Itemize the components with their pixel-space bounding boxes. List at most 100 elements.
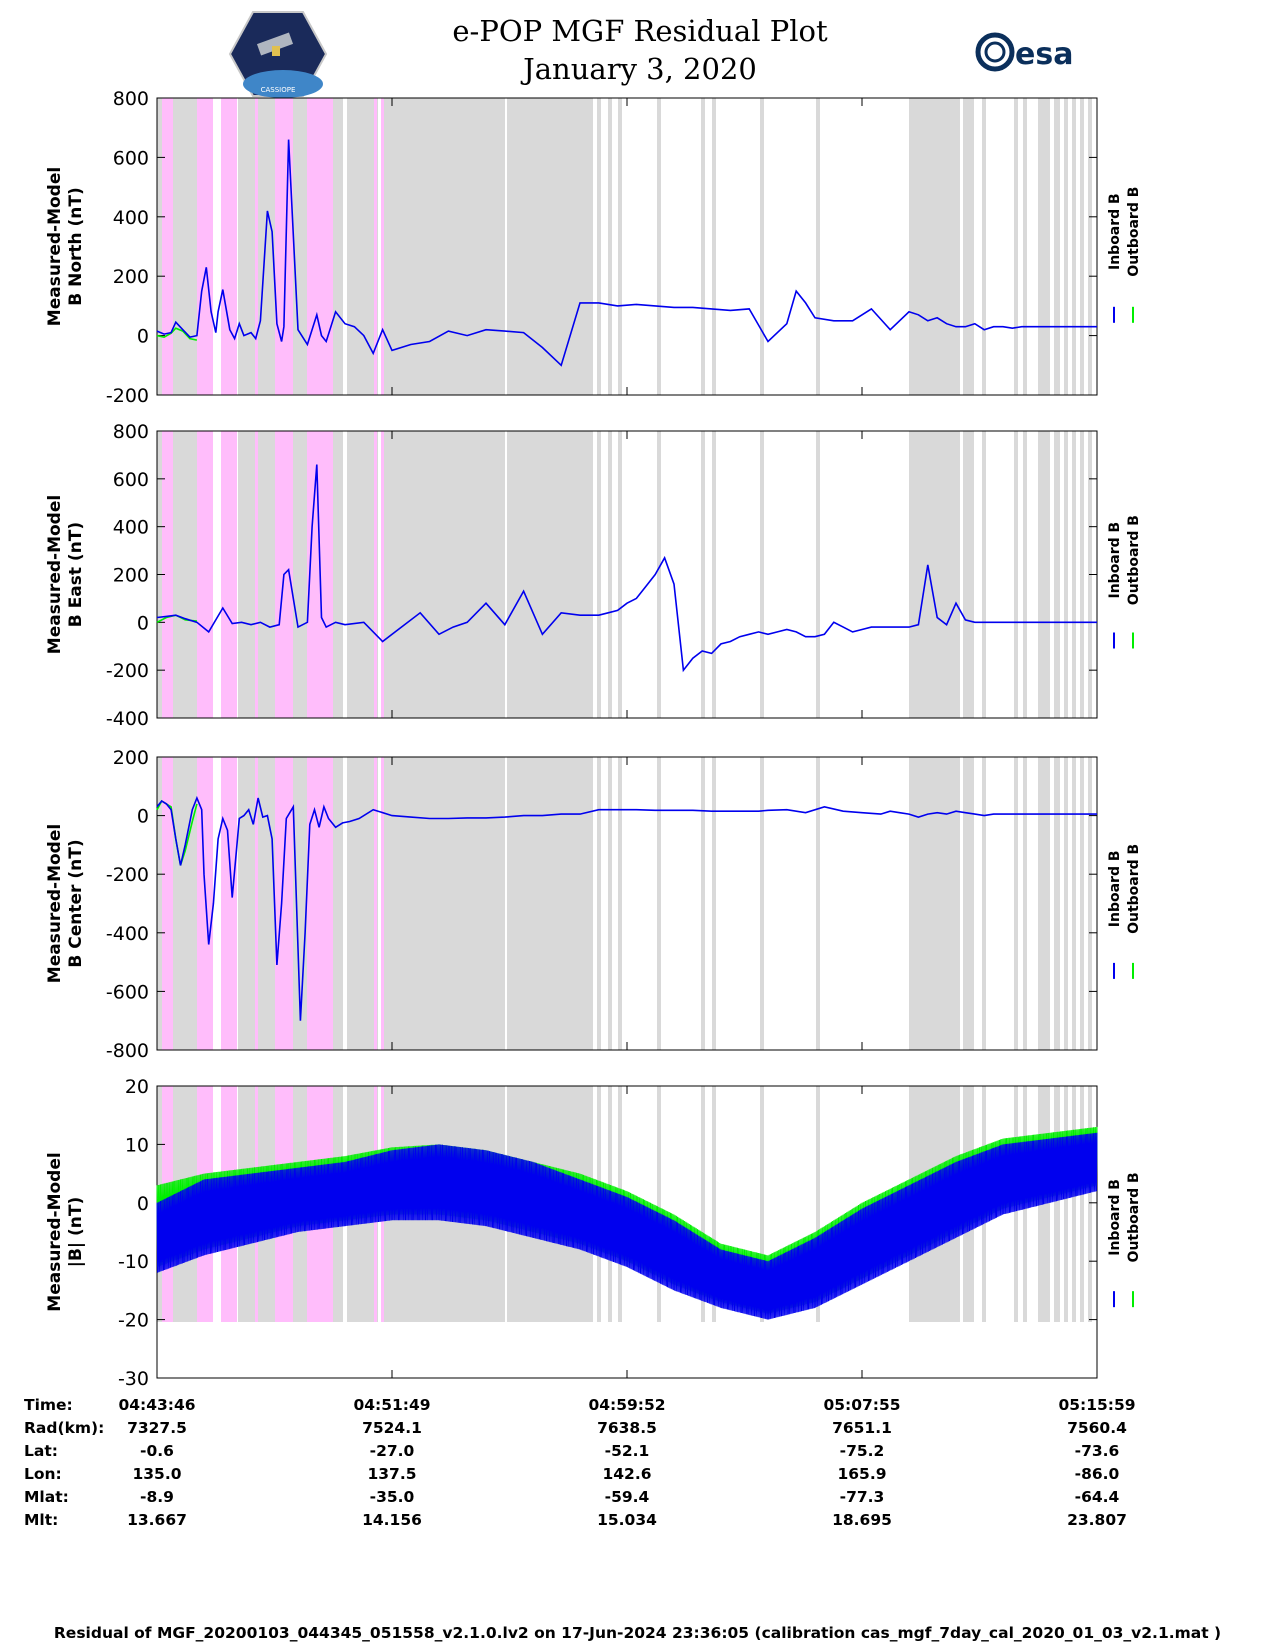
gray-band [963, 98, 974, 395]
ephemeris-value: -86.0 [1075, 1465, 1120, 1483]
footer-caption: Residual of MGF_20200103_044345_051558_v… [53, 1624, 1222, 1642]
gray-band [1080, 431, 1084, 718]
ephemeris-value: -35.0 [370, 1488, 415, 1506]
gray-band [1023, 98, 1027, 395]
gray-band [1064, 1086, 1068, 1322]
white-gap [505, 757, 507, 1050]
y-axis-label: Measured-Model|B| (nT) [45, 1152, 86, 1311]
pink-band [374, 431, 377, 718]
legend-inboard-label: Inboard B [1107, 1179, 1123, 1256]
gray-band [1072, 1086, 1076, 1322]
gray-band [608, 98, 612, 395]
gray-band [597, 98, 601, 395]
pink-band [162, 98, 173, 395]
panel-2: 800 600 400 200 0 -200 -400 Measured-ModelB Eas… [45, 421, 1142, 730]
gray-band [597, 757, 601, 1050]
ephemeris-row-label: Lat: [24, 1442, 58, 1460]
y-axis-label: Measured-ModelB East (nT) [45, 495, 86, 654]
gray-band [618, 98, 622, 395]
legend-inboard-label: Inboard B [1107, 193, 1123, 270]
gray-band [1064, 757, 1068, 1050]
pink-band [374, 98, 377, 395]
ephemeris-value: 7327.5 [127, 1419, 187, 1437]
white-gap [505, 98, 507, 395]
pink-band [197, 98, 213, 395]
gray-band [657, 98, 661, 395]
pink-band [162, 757, 173, 1050]
pink-band [381, 431, 384, 718]
y-tick-label: 800 [113, 421, 149, 443]
gray-band [712, 1086, 716, 1322]
pink-band [255, 98, 258, 395]
gray-band [1054, 1086, 1060, 1322]
ephemeris-value: -0.6 [140, 1442, 174, 1460]
gray-band [1080, 1086, 1084, 1322]
white-gap [505, 431, 507, 718]
inboard-series [156, 139, 1097, 367]
y-tick-label: -800 [106, 1040, 149, 1062]
gray-band [618, 757, 622, 1050]
gray-band [760, 98, 764, 395]
gray-band [909, 98, 960, 395]
gray-band [1014, 98, 1018, 395]
ephemeris-value: -64.4 [1075, 1488, 1120, 1506]
gray-band [760, 757, 764, 1050]
gray-band [384, 757, 593, 1050]
gray-band [816, 757, 820, 1050]
ephemeris-row-label: Rad(km): [24, 1419, 104, 1437]
gray-band [701, 98, 705, 395]
gray-band [982, 431, 986, 718]
gray-band [1088, 98, 1092, 395]
panel-3: 200 0 -200 -400 -600 -800 Measured-ModelB Cent… [45, 747, 1142, 1062]
plot-date: January 3, 2020 [523, 52, 757, 86]
y-tick-label: -200 [106, 660, 149, 682]
gray-band [608, 757, 612, 1050]
legend-outboard-label: Outboard B [1126, 1172, 1142, 1262]
gray-band [1064, 98, 1068, 395]
pink-band [307, 98, 333, 395]
gray-band [701, 757, 705, 1050]
y-tick-label: 10 [125, 1134, 149, 1156]
ephemeris-value: -73.6 [1075, 1442, 1120, 1460]
gray-band [712, 431, 716, 718]
gray-band [816, 98, 820, 395]
pink-band [197, 431, 213, 718]
ephemeris-value: 14.156 [362, 1511, 422, 1529]
gray-band [1014, 431, 1018, 718]
gray-band [333, 757, 343, 1050]
gray-band [909, 757, 960, 1050]
gray-band [909, 431, 960, 718]
y-axis-label: Measured-ModelB North (nT) [45, 167, 86, 326]
gray-band [1023, 757, 1027, 1050]
ephemeris-value: 04:51:49 [353, 1396, 430, 1414]
ephemeris-value: 7560.4 [1067, 1419, 1127, 1437]
ephemeris-row-label: Mlt: [24, 1511, 58, 1529]
ephemeris-value: 13.667 [127, 1511, 187, 1529]
pink-band [221, 98, 237, 395]
y-tick-label: -200 [106, 385, 149, 407]
gray-band [1038, 431, 1050, 718]
outboard-series [156, 327, 198, 341]
ephemeris-value: 05:15:59 [1058, 1396, 1135, 1414]
pink-band [255, 431, 258, 718]
pink-band [307, 757, 333, 1050]
y-tick-label: 200 [113, 266, 149, 288]
gray-band [712, 757, 716, 1050]
gray-band [1038, 98, 1050, 395]
ephemeris-value: 18.695 [832, 1511, 892, 1529]
pink-band [221, 431, 237, 718]
gray-band [963, 431, 974, 718]
gray-band [816, 431, 820, 718]
ephemeris-value: -27.0 [370, 1442, 415, 1460]
ephemeris-value: -52.1 [605, 1442, 650, 1460]
ephemeris-table: Time: Rad(km): Lat: Lon: Mlat: Mlt: 04:43:46 73… [24, 1396, 1136, 1529]
ephemeris-value: -77.3 [840, 1488, 885, 1506]
gray-band [1088, 757, 1092, 1050]
y-tick-label: -10 [118, 1251, 149, 1273]
gray-band [347, 431, 378, 718]
y-tick-label: 800 [113, 88, 149, 110]
gray-band [1054, 98, 1060, 395]
y-tick-label: 0 [137, 612, 149, 634]
y-tick-label: 0 [137, 806, 149, 828]
ephemeris-value: 142.6 [602, 1465, 651, 1483]
